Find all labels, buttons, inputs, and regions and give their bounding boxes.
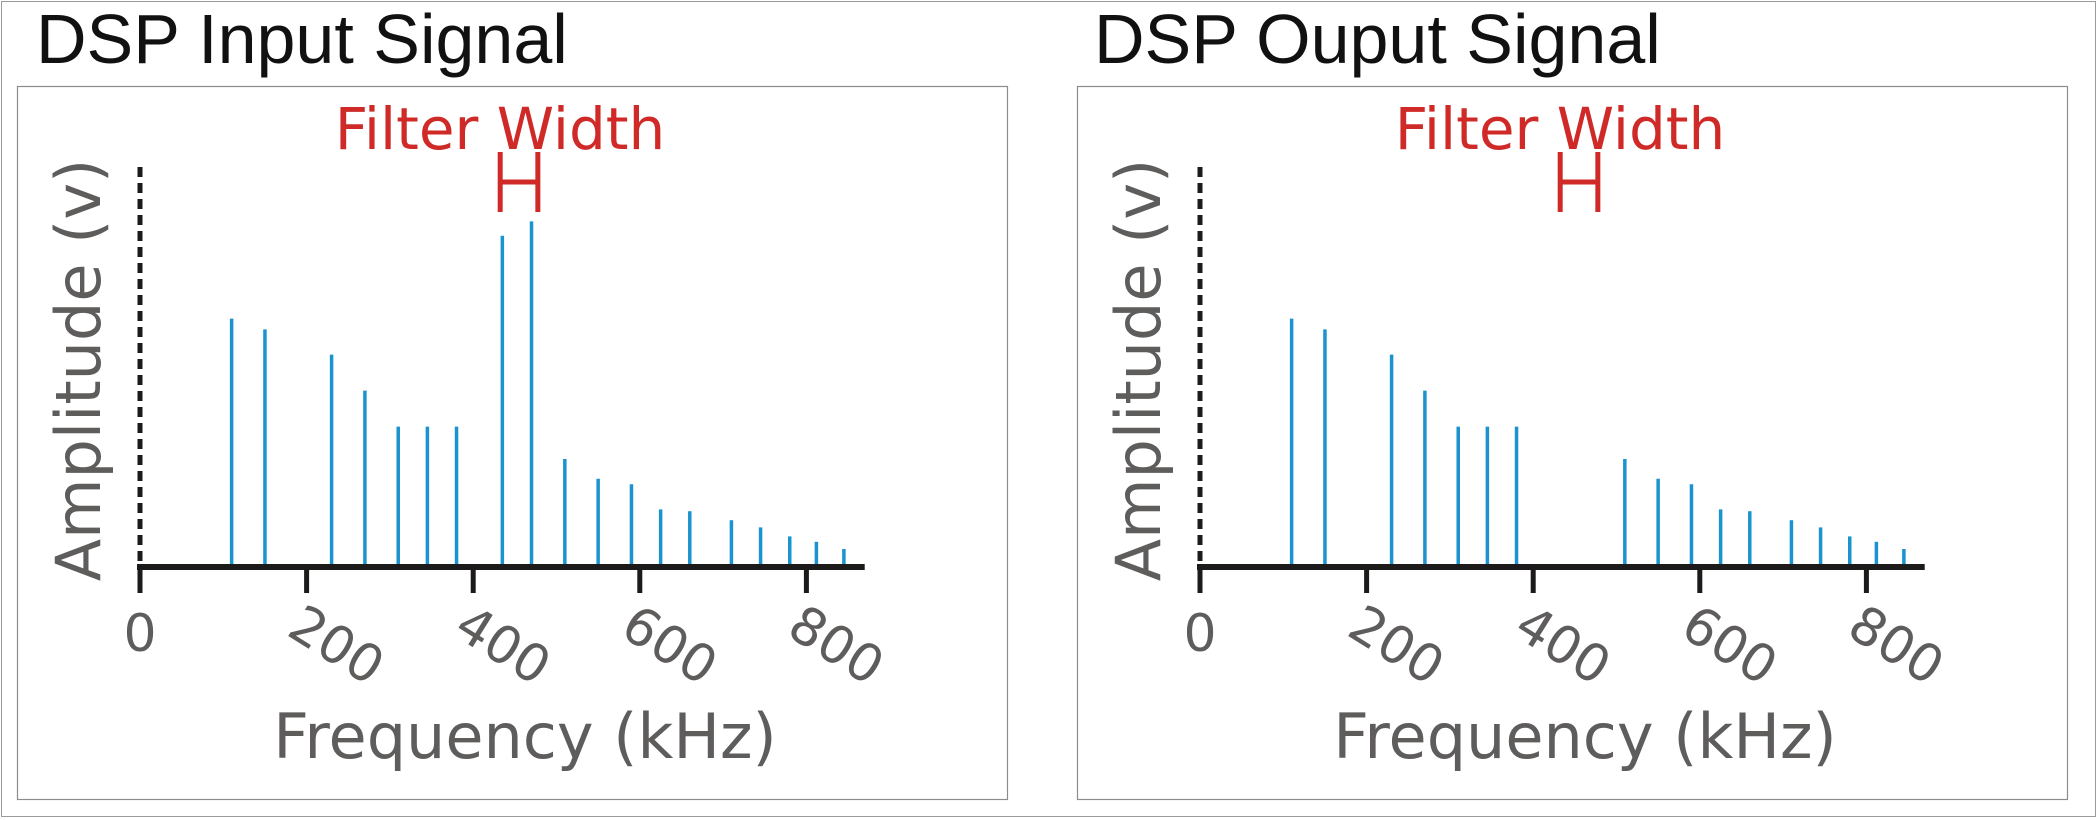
chart2-x-tick-label-200: 200 <box>1338 594 1454 697</box>
chart1-x-tick-label-800: 800 <box>778 594 894 697</box>
chart2-x-tick-label-400: 400 <box>1505 594 1621 697</box>
chart1-x-tick-label-0: 0 <box>123 604 156 664</box>
chart1-y-axis-label: Amplitude (v) <box>42 159 115 582</box>
chart1-filter-width-label: Filter Width <box>335 95 666 163</box>
chart2-x-tick-label-0: 0 <box>1183 604 1216 664</box>
chart2-x-axis-label: Frequency (kHz) <box>1333 700 1836 773</box>
chart1-x-tick-label-400: 400 <box>445 594 561 697</box>
input-panel-title: DSP Input Signal <box>36 0 568 78</box>
chart2-filter-width-label: Filter Width <box>1395 95 1726 163</box>
chart2-plot-box <box>1076 85 2069 801</box>
chart2-x-tick-label-600: 600 <box>1671 594 1787 697</box>
chart2-y-axis-label: Amplitude (v) <box>1102 159 1175 582</box>
chart1-x-axis-label: Frequency (kHz) <box>273 700 776 773</box>
chart1-x-tick-label-200: 200 <box>278 594 394 697</box>
output-panel-title: DSP Ouput Signal <box>1094 0 1661 78</box>
chart1-x-tick-label-600: 600 <box>611 594 727 697</box>
chart1-plot-box <box>16 85 1009 801</box>
chart2-x-tick-label-800: 800 <box>1838 594 1954 697</box>
